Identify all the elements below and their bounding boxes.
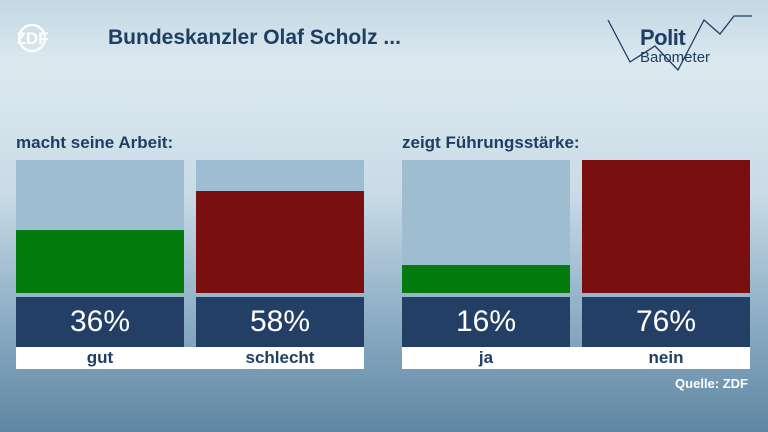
category-label-gut: gut [86, 348, 114, 367]
bar-nein [582, 160, 750, 293]
bar-track-schlecht [196, 160, 364, 293]
group-label-arbeit: macht seine Arbeit: [16, 133, 174, 152]
bar-track-nein [582, 160, 750, 293]
category-strip [402, 347, 750, 369]
politbarometer-logo-icon [607, 15, 752, 72]
value-label-nein: 76% [582, 297, 750, 347]
value-label-schlecht: 58% [196, 297, 364, 347]
zdf-logo: ZDF [18, 24, 49, 53]
value-label-gut: 36% [16, 297, 184, 347]
category-label-schlecht: schlecht [245, 348, 315, 367]
logo-text-barometer: Barometer [640, 49, 711, 66]
bar-schlecht [196, 191, 364, 293]
bar-track-gut [16, 160, 184, 293]
group-label-fuehrung: zeigt Führungsstärke: [402, 133, 580, 152]
bar-gut [16, 230, 184, 293]
source-label: Quelle: ZDF [675, 376, 748, 391]
page-title: Bundeskanzler Olaf Scholz ... [108, 26, 401, 49]
category-label-nein: nein [648, 348, 684, 367]
category-label-ja: ja [478, 348, 494, 367]
bar-track-ja [402, 160, 570, 293]
bar-ja [402, 265, 570, 293]
zdf-logo-text: ZDF [18, 29, 49, 48]
logo-text-polit: Polit [640, 25, 686, 50]
value-label-ja: 16% [402, 297, 570, 347]
category-strip [16, 347, 364, 369]
